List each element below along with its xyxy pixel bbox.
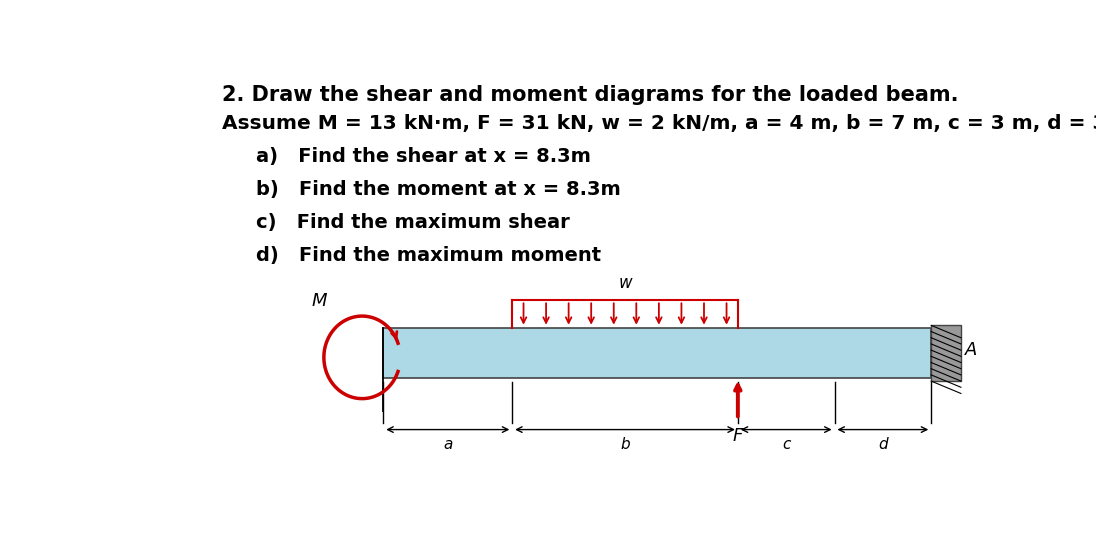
Text: A: A — [966, 341, 978, 359]
Text: b)   Find the moment at x = 8.3m: b) Find the moment at x = 8.3m — [255, 180, 620, 199]
Text: F: F — [732, 427, 743, 445]
Text: M: M — [312, 292, 328, 310]
FancyBboxPatch shape — [384, 329, 932, 378]
Text: a)   Find the shear at x = 8.3m: a) Find the shear at x = 8.3m — [255, 147, 591, 166]
Text: 2. Draw the shear and moment diagrams for the loaded beam.: 2. Draw the shear and moment diagrams fo… — [221, 85, 958, 105]
FancyBboxPatch shape — [932, 325, 961, 381]
Text: a: a — [443, 437, 453, 452]
Text: d)   Find the maximum moment: d) Find the maximum moment — [255, 246, 601, 265]
Text: b: b — [620, 437, 630, 452]
Text: w: w — [618, 274, 631, 292]
Text: d: d — [878, 437, 888, 452]
Text: c)   Find the maximum shear: c) Find the maximum shear — [255, 213, 570, 232]
Text: Assume M = 13 kN·m, F = 31 kN, w = 2 kN/m, a = 4 m, b = 7 m, c = 3 m, d = 3 m.: Assume M = 13 kN·m, F = 31 kN, w = 2 kN/… — [221, 114, 1096, 133]
Text: c: c — [781, 437, 790, 452]
